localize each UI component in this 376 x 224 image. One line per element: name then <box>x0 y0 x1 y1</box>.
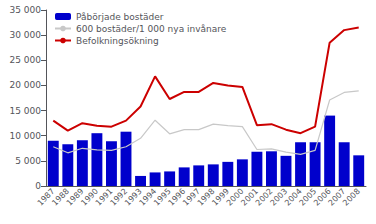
svg-text:2007: 2007 <box>326 186 348 208</box>
svg-text:2003: 2003 <box>268 186 290 208</box>
svg-text:1988: 1988 <box>50 186 71 208</box>
svg-text:1998: 1998 <box>195 186 217 208</box>
svg-text:2002: 2002 <box>253 186 275 208</box>
svg-text:Befolkningsökning: Befolkningsökning <box>76 36 159 46</box>
svg-text:2000: 2000 <box>224 186 246 208</box>
svg-text:2001: 2001 <box>239 186 261 208</box>
svg-text:1993: 1993 <box>123 186 144 208</box>
svg-text:1996: 1996 <box>166 186 188 208</box>
svg-text:2005: 2005 <box>297 186 319 208</box>
svg-text:35 000: 35 000 <box>10 5 42 15</box>
svg-text:Påbörjade bostäder: Påbörjade bostäder <box>76 12 164 22</box>
svg-text:5 000: 5 000 <box>15 156 41 166</box>
svg-text:30 000: 30 000 <box>10 30 42 40</box>
svg-text:2006: 2006 <box>312 186 333 208</box>
svg-text:2008: 2008 <box>341 187 362 208</box>
svg-text:600 bostäder/1 000 nya invånar: 600 bostäder/1 000 nya invånare <box>76 24 227 34</box>
svg-text:2004: 2004 <box>283 186 304 208</box>
svg-text:25 000: 25 000 <box>10 55 42 65</box>
svg-text:1987: 1987 <box>35 186 57 208</box>
svg-text:15 000: 15 000 <box>10 106 42 116</box>
svg-text:1991: 1991 <box>93 186 115 208</box>
svg-text:1994: 1994 <box>137 186 159 208</box>
svg-text:1992: 1992 <box>108 186 130 208</box>
svg-text:0: 0 <box>35 181 41 191</box>
svg-text:1990: 1990 <box>79 186 101 208</box>
svg-text:10 000: 10 000 <box>10 131 42 141</box>
svg-text:1997: 1997 <box>181 186 202 208</box>
svg-text:1995: 1995 <box>152 186 173 208</box>
svg-text:1989: 1989 <box>64 186 86 208</box>
svg-text:1999: 1999 <box>210 186 231 208</box>
svg-text:20 000: 20 000 <box>10 80 42 90</box>
